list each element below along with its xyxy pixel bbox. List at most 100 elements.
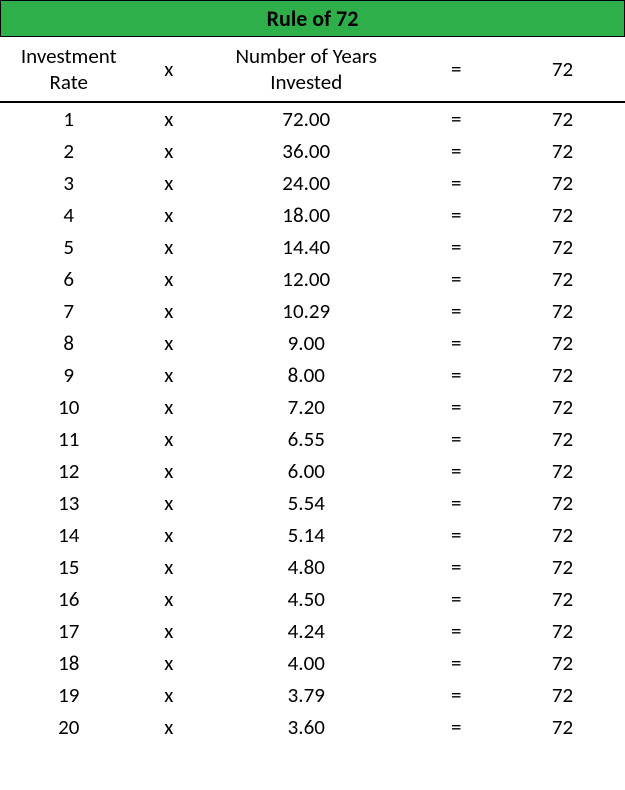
table-row: 5x14.40=72	[0, 231, 625, 263]
cell-x: x	[138, 295, 201, 327]
cell-result: 72	[500, 455, 625, 487]
table-row: 4x18.00=72	[0, 199, 625, 231]
cell-x: x	[138, 583, 201, 615]
cell-x: x	[138, 487, 201, 519]
table-row: 17x4.24=72	[0, 615, 625, 647]
cell-x: x	[138, 551, 201, 583]
cell-years: 4.50	[200, 583, 413, 615]
cell-eq: =	[413, 231, 501, 263]
table-body: 1x72.00=722x36.00=723x24.00=724x18.00=72…	[0, 102, 625, 743]
cell-x: x	[138, 167, 201, 199]
cell-eq: =	[413, 551, 501, 583]
table-row: 10x7.20=72	[0, 391, 625, 423]
cell-rate: 12	[0, 455, 138, 487]
cell-x: x	[138, 327, 201, 359]
cell-result: 72	[500, 135, 625, 167]
cell-result: 72	[500, 231, 625, 263]
cell-rate: 6	[0, 263, 138, 295]
cell-x: x	[138, 102, 201, 135]
cell-years: 9.00	[200, 327, 413, 359]
table-row: 3x24.00=72	[0, 167, 625, 199]
table-row: 19x3.79=72	[0, 679, 625, 711]
col-header-x: x	[138, 37, 201, 102]
table-header-row: InvestmentRate x Number of YearsInvested…	[0, 37, 625, 102]
cell-result: 72	[500, 327, 625, 359]
cell-eq: =	[413, 167, 501, 199]
table-row: 7x10.29=72	[0, 295, 625, 327]
cell-rate: 14	[0, 519, 138, 551]
cell-x: x	[138, 423, 201, 455]
cell-years: 4.80	[200, 551, 413, 583]
cell-eq: =	[413, 711, 501, 743]
cell-rate: 7	[0, 295, 138, 327]
cell-rate: 2	[0, 135, 138, 167]
cell-result: 72	[500, 102, 625, 135]
cell-result: 72	[500, 487, 625, 519]
cell-result: 72	[500, 167, 625, 199]
col-header-rate: InvestmentRate	[0, 37, 138, 102]
table-title: Rule of 72	[0, 0, 625, 37]
table-row: 15x4.80=72	[0, 551, 625, 583]
cell-years: 3.79	[200, 679, 413, 711]
cell-years: 12.00	[200, 263, 413, 295]
table-row: 2x36.00=72	[0, 135, 625, 167]
cell-rate: 10	[0, 391, 138, 423]
table-row: 6x12.00=72	[0, 263, 625, 295]
cell-years: 14.40	[200, 231, 413, 263]
cell-rate: 15	[0, 551, 138, 583]
cell-eq: =	[413, 615, 501, 647]
cell-x: x	[138, 711, 201, 743]
cell-rate: 1	[0, 102, 138, 135]
cell-x: x	[138, 391, 201, 423]
table-row: 9x8.00=72	[0, 359, 625, 391]
cell-years: 4.00	[200, 647, 413, 679]
cell-x: x	[138, 263, 201, 295]
cell-eq: =	[413, 423, 501, 455]
cell-eq: =	[413, 327, 501, 359]
cell-years: 18.00	[200, 199, 413, 231]
cell-rate: 17	[0, 615, 138, 647]
col-header-result: 72	[500, 37, 625, 102]
cell-x: x	[138, 135, 201, 167]
cell-years: 36.00	[200, 135, 413, 167]
cell-eq: =	[413, 199, 501, 231]
cell-rate: 20	[0, 711, 138, 743]
table-row: 11x6.55=72	[0, 423, 625, 455]
cell-eq: =	[413, 487, 501, 519]
table-row: 14x5.14=72	[0, 519, 625, 551]
cell-years: 10.29	[200, 295, 413, 327]
cell-result: 72	[500, 647, 625, 679]
cell-result: 72	[500, 295, 625, 327]
cell-result: 72	[500, 423, 625, 455]
cell-eq: =	[413, 455, 501, 487]
cell-result: 72	[500, 199, 625, 231]
cell-result: 72	[500, 679, 625, 711]
table-row: 12x6.00=72	[0, 455, 625, 487]
cell-years: 5.14	[200, 519, 413, 551]
cell-eq: =	[413, 679, 501, 711]
cell-rate: 9	[0, 359, 138, 391]
cell-rate: 8	[0, 327, 138, 359]
cell-eq: =	[413, 519, 501, 551]
cell-rate: 5	[0, 231, 138, 263]
cell-years: 7.20	[200, 391, 413, 423]
cell-result: 72	[500, 359, 625, 391]
cell-x: x	[138, 647, 201, 679]
cell-rate: 18	[0, 647, 138, 679]
cell-years: 5.54	[200, 487, 413, 519]
cell-x: x	[138, 359, 201, 391]
cell-years: 6.55	[200, 423, 413, 455]
cell-x: x	[138, 455, 201, 487]
cell-eq: =	[413, 391, 501, 423]
cell-eq: =	[413, 647, 501, 679]
cell-result: 72	[500, 391, 625, 423]
table-row: 16x4.50=72	[0, 583, 625, 615]
cell-x: x	[138, 231, 201, 263]
table-row: 18x4.00=72	[0, 647, 625, 679]
cell-result: 72	[500, 551, 625, 583]
cell-rate: 13	[0, 487, 138, 519]
cell-years: 24.00	[200, 167, 413, 199]
rule-of-72-table: InvestmentRate x Number of YearsInvested…	[0, 37, 625, 743]
cell-eq: =	[413, 102, 501, 135]
cell-eq: =	[413, 263, 501, 295]
